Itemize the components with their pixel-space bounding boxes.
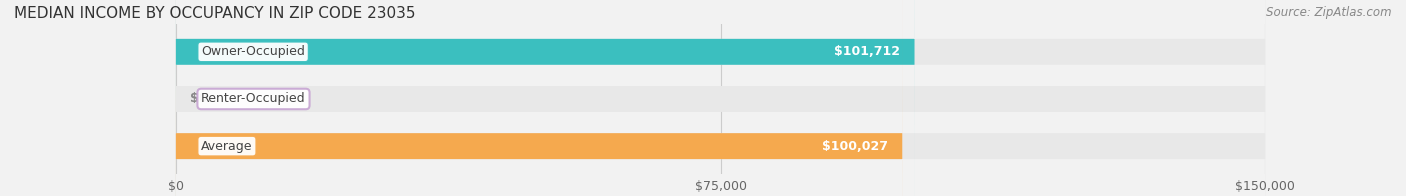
Text: $100,027: $100,027 [823, 140, 887, 153]
Text: $101,712: $101,712 [834, 45, 900, 58]
FancyBboxPatch shape [176, 0, 903, 196]
Text: $0: $0 [190, 93, 208, 105]
FancyBboxPatch shape [176, 0, 1265, 196]
Text: MEDIAN INCOME BY OCCUPANCY IN ZIP CODE 23035: MEDIAN INCOME BY OCCUPANCY IN ZIP CODE 2… [14, 6, 416, 21]
Text: Renter-Occupied: Renter-Occupied [201, 93, 305, 105]
Text: Average: Average [201, 140, 253, 153]
FancyBboxPatch shape [176, 0, 1265, 196]
Text: Source: ZipAtlas.com: Source: ZipAtlas.com [1267, 6, 1392, 19]
FancyBboxPatch shape [176, 0, 1265, 196]
FancyBboxPatch shape [176, 0, 915, 196]
Text: Owner-Occupied: Owner-Occupied [201, 45, 305, 58]
